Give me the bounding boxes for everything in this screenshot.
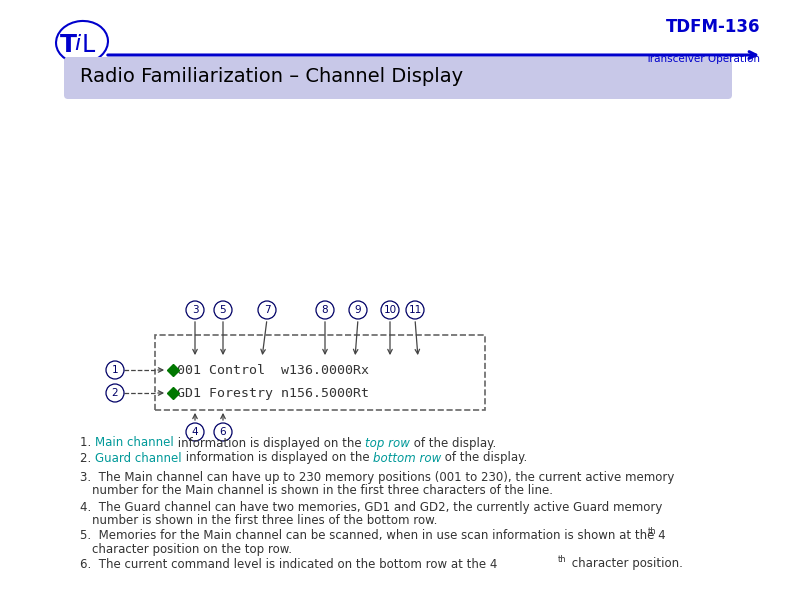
Text: TDFM-136: TDFM-136 [665, 18, 760, 36]
Text: 1: 1 [112, 365, 118, 375]
Text: 6: 6 [220, 427, 226, 437]
Text: T: T [60, 33, 77, 57]
Text: character position on the top row.: character position on the top row. [92, 543, 292, 556]
Text: information is displayed on the: information is displayed on the [174, 437, 365, 449]
Text: of the display.: of the display. [410, 437, 496, 449]
Text: i: i [74, 34, 80, 54]
Text: 001 Control  w136.0000Rx: 001 Control w136.0000Rx [177, 364, 369, 377]
Text: 3.  The Main channel can have up to 230 memory positions (001 to 230), the curre: 3. The Main channel can have up to 230 m… [80, 471, 674, 484]
Text: 4.  The Guard channel can have two memories, GD1 and GD2, the currently active G: 4. The Guard channel can have two memori… [80, 500, 662, 513]
Text: of the display.: of the display. [441, 452, 527, 465]
Text: th: th [648, 528, 657, 537]
Text: number is shown in the first three lines of the bottom row.: number is shown in the first three lines… [92, 515, 437, 528]
Text: 2.: 2. [80, 452, 95, 465]
Text: Radio Familiarization – Channel Display: Radio Familiarization – Channel Display [80, 67, 463, 86]
Text: 8: 8 [322, 305, 328, 315]
Text: th: th [558, 556, 567, 565]
Text: 3: 3 [191, 305, 198, 315]
Text: GD1 Forestry n156.5000Rt: GD1 Forestry n156.5000Rt [177, 387, 369, 399]
Text: 1.: 1. [80, 437, 95, 449]
Text: 4: 4 [191, 427, 198, 437]
Text: 10: 10 [384, 305, 396, 315]
Text: 6.  The current command level is indicated on the bottom row at the 4: 6. The current command level is indicate… [80, 558, 497, 571]
Text: character position.: character position. [568, 558, 683, 571]
Text: 11: 11 [408, 305, 422, 315]
FancyBboxPatch shape [64, 57, 732, 99]
Text: top row: top row [365, 437, 410, 449]
Text: Guard channel: Guard channel [95, 452, 182, 465]
Text: 7: 7 [264, 305, 270, 315]
Text: 5.  Memories for the Main channel can be scanned, when in use scan information i: 5. Memories for the Main channel can be … [80, 530, 665, 543]
Text: 5: 5 [220, 305, 226, 315]
Text: bottom row: bottom row [373, 452, 441, 465]
Text: Transceiver Operation: Transceiver Operation [645, 54, 760, 64]
Text: L: L [82, 33, 95, 57]
Text: 9: 9 [355, 305, 361, 315]
Text: number for the Main channel is shown in the first three characters of the line.: number for the Main channel is shown in … [92, 484, 553, 497]
Text: Main channel: Main channel [95, 437, 174, 449]
Text: 2: 2 [112, 388, 118, 398]
Text: information is displayed on the: information is displayed on the [182, 452, 373, 465]
